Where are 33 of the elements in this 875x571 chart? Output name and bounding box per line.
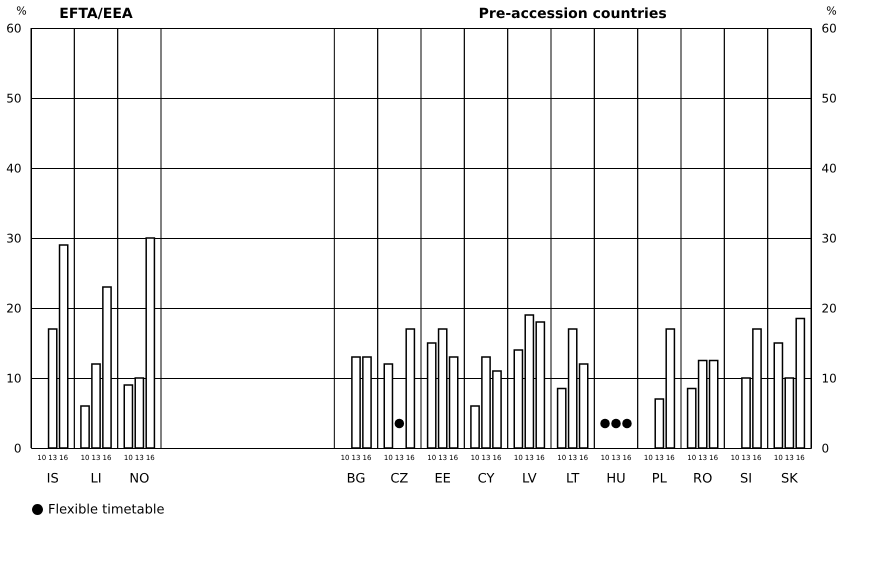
x-tick-label: SI bbox=[740, 472, 752, 486]
x-tick-label: BG bbox=[346, 472, 366, 486]
text: Pre-accession countries bbox=[478, 6, 667, 22]
x-tick-label: IS bbox=[46, 472, 59, 486]
y2-tick-label: 0 bbox=[822, 442, 830, 456]
x-tick-label: HU bbox=[606, 472, 626, 486]
x-tick-label: LT bbox=[566, 472, 580, 486]
y2-tick-label: 20 bbox=[822, 302, 837, 316]
legend-label: Flexible timetable bbox=[48, 502, 164, 518]
y2-tick-label: 40 bbox=[822, 162, 837, 176]
y-tick-label: 50 bbox=[6, 92, 22, 106]
x-tick-label: LV bbox=[522, 472, 537, 486]
x-tick-label: CY bbox=[478, 472, 494, 486]
y-axis-title: % bbox=[16, 4, 27, 18]
y-tick-label: 30 bbox=[6, 232, 22, 246]
y-tick-label: 40 bbox=[6, 162, 22, 176]
x-tick-label: RO bbox=[693, 472, 712, 486]
y2-tick-label: 30 bbox=[822, 232, 837, 246]
y2-tick-label: 10 bbox=[822, 372, 837, 386]
x-tick-label: SK bbox=[780, 472, 798, 486]
text: EFTA/EEA bbox=[59, 6, 133, 22]
y-tick-label: 0 bbox=[14, 442, 22, 456]
y2-tick-label: 50 bbox=[822, 92, 837, 106]
y-tick-label: 60 bbox=[6, 22, 22, 36]
y-tick-label: 10 bbox=[6, 372, 22, 386]
y-tick-label: 20 bbox=[6, 302, 22, 316]
x-tick-label: LI bbox=[90, 472, 102, 486]
x-tick-label: PL bbox=[652, 472, 668, 486]
y2-tick-label: 60 bbox=[822, 22, 837, 36]
x-tick-label: CZ bbox=[390, 472, 408, 486]
x-tick-label: EE bbox=[434, 472, 451, 486]
y2-axis-title: % bbox=[826, 4, 837, 18]
x-tick-label: NO bbox=[129, 472, 150, 486]
